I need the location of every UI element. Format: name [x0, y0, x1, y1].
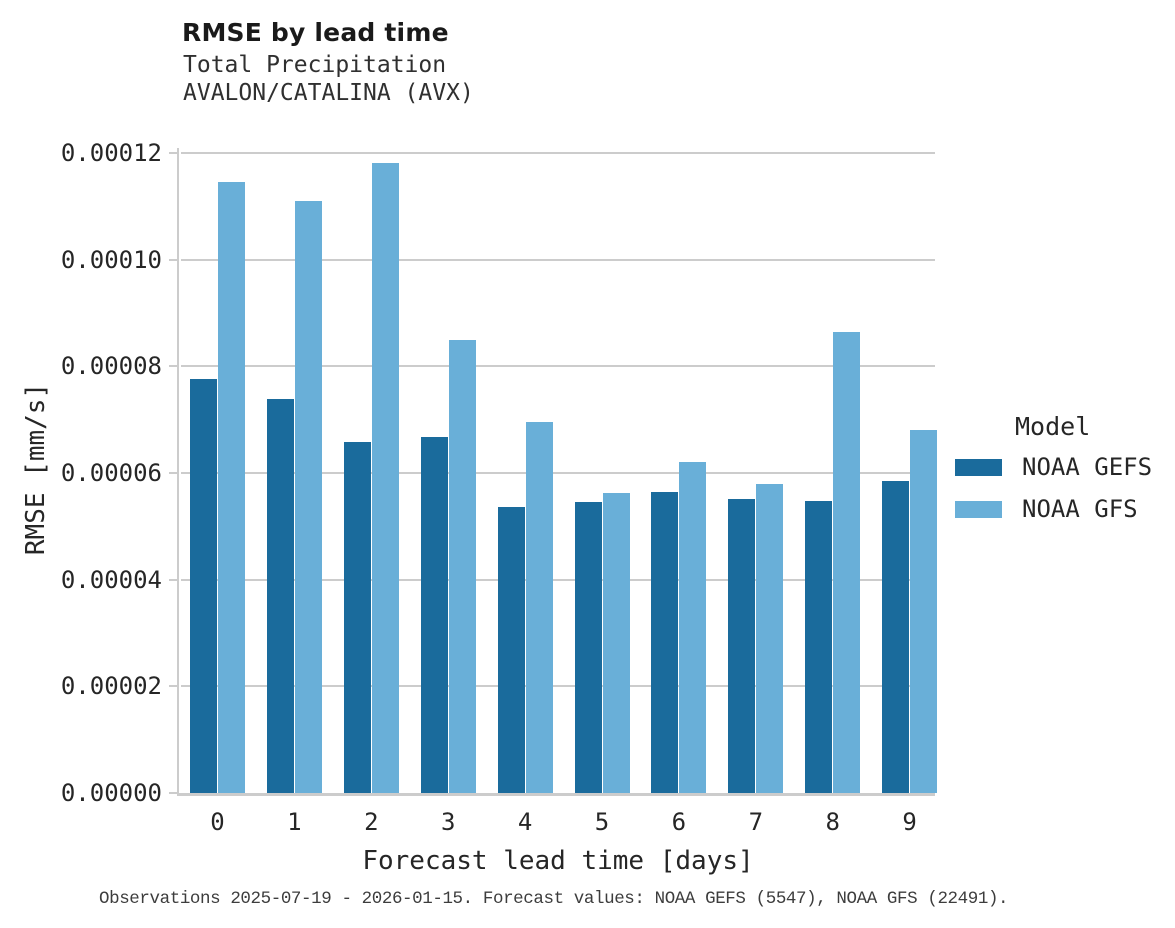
y-tick-mark — [169, 152, 177, 154]
bar-noaa-gefs-day-6 — [651, 492, 679, 793]
y-tick-label: 0.00004 — [60, 565, 162, 594]
chart-subtitle-variable: Total Precipitation — [183, 52, 447, 78]
legend-title: Model — [1015, 412, 1091, 441]
legend-item-noaa-gfs: NOAA GFS — [955, 495, 1170, 523]
bar-noaa-gfs-day-3 — [448, 340, 476, 793]
bar-noaa-gfs-day-8 — [833, 332, 861, 793]
bar-noaa-gefs-day-8 — [805, 501, 833, 793]
bar-noaa-gfs-day-7 — [756, 484, 784, 793]
y-axis-title: RMSE [mm/s] — [21, 382, 51, 556]
x-tick-label: 5 — [594, 808, 610, 836]
x-tick-label: 7 — [748, 808, 764, 836]
bar-noaa-gfs-day-9 — [910, 430, 938, 793]
x-tick-label: 4 — [517, 808, 533, 836]
x-axis-title: Forecast lead time [days] — [362, 846, 754, 876]
y-tick-label: 0.00006 — [60, 459, 162, 487]
y-tick-label: 0.00002 — [60, 672, 162, 701]
y-tick-label: 0.00012 — [60, 139, 162, 167]
y-tick-mark — [169, 792, 177, 794]
x-tick-label: 9 — [902, 808, 917, 836]
chart-title: RMSE by lead time — [182, 18, 449, 47]
y-tick-mark — [169, 472, 177, 474]
bar-noaa-gefs-day-4 — [497, 507, 525, 793]
bar-noaa-gefs-day-0 — [190, 379, 217, 793]
legend-item-noaa-gefs: NOAA GEFS — [955, 453, 1170, 481]
bar-noaa-gefs-day-1 — [266, 399, 294, 793]
y-tick-label: 0.00008 — [60, 352, 162, 381]
x-tick-label: 6 — [671, 808, 687, 836]
bar-noaa-gfs-day-1 — [294, 201, 322, 793]
x-axis-spine — [177, 793, 935, 796]
bar-noaa-gefs-day-3 — [420, 437, 448, 793]
gridline — [181, 472, 935, 474]
gridline — [181, 152, 935, 154]
x-tick-label: 0 — [210, 808, 225, 836]
bar-noaa-gfs-day-5 — [602, 493, 630, 793]
legend-swatch-noaa-gfs-icon — [955, 500, 1002, 518]
legend-label-noaa-gfs: NOAA GFS — [1022, 495, 1138, 523]
legend-swatch-noaa-gefs-icon — [955, 458, 1002, 476]
bar-noaa-gefs-day-9 — [882, 481, 910, 793]
x-tick-label: 3 — [440, 808, 456, 836]
footer-caption: Observations 2025-07-19 - 2026-01-15. Fo… — [99, 889, 1009, 909]
bar-noaa-gfs-day-2 — [371, 163, 399, 793]
bar-noaa-gfs-day-4 — [525, 422, 553, 793]
x-tick-label: 1 — [287, 808, 302, 836]
y-tick-label: 0.00010 — [60, 245, 162, 274]
bar-noaa-gfs-day-6 — [679, 462, 707, 793]
y-tick-mark — [169, 258, 177, 261]
gridline — [181, 365, 935, 368]
y-axis-spine — [177, 148, 179, 795]
bar-noaa-gefs-day-2 — [343, 442, 371, 793]
bar-noaa-gefs-day-5 — [574, 502, 602, 793]
bar-noaa-gfs-day-0 — [218, 182, 245, 793]
y-tick-label: 0.00000 — [60, 779, 162, 807]
x-tick-label: 8 — [825, 808, 840, 836]
y-tick-mark — [169, 578, 177, 581]
legend-label-noaa-gefs: NOAA GEFS — [1022, 453, 1153, 481]
plot-area — [181, 146, 938, 793]
y-tick-mark — [169, 365, 177, 368]
legend: Model NOAA GEFS NOAA GFS — [955, 412, 1170, 537]
bar-noaa-gefs-day-7 — [728, 499, 756, 793]
gridline — [181, 258, 935, 261]
chart-subtitle-station: AVALON/CATALINA (AVX) — [183, 80, 474, 106]
y-tick-mark — [169, 685, 177, 688]
gridline — [181, 685, 935, 688]
x-tick-label: 2 — [364, 808, 379, 836]
gridline — [181, 578, 935, 581]
